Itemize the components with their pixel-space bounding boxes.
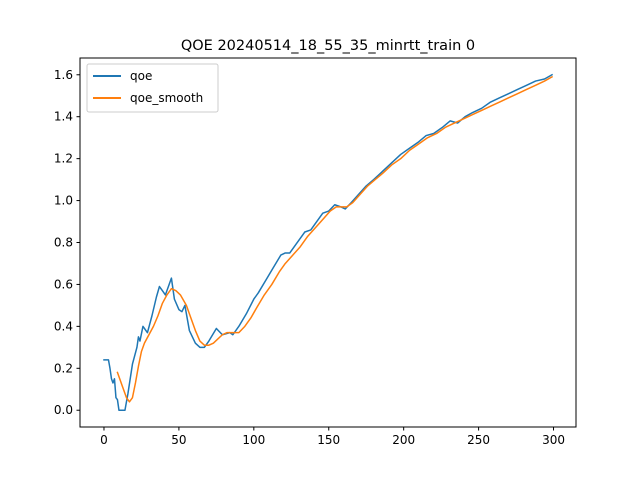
x-tick-label: 0 (100, 433, 108, 447)
x-tick-label: 50 (171, 433, 186, 447)
y-tick-label: 1.6 (54, 68, 73, 82)
y-tick-label: 1.0 (54, 194, 73, 208)
y-tick-label: 1.2 (54, 152, 73, 166)
plot-series-group (103, 73, 554, 411)
y-tick-label: 0.6 (54, 277, 73, 291)
y-tick-label: 0.4 (54, 319, 73, 333)
y-tick-label: 0.8 (54, 236, 73, 250)
y-axis: 0.0 0.2 0.4 0.6 0.8 1.0 1.2 1.4 1.6 (54, 68, 80, 417)
legend-label-qoe: qoe (130, 69, 152, 83)
x-tick-label: 100 (242, 433, 265, 447)
x-tick-label: 200 (392, 433, 415, 447)
x-tick-label: 150 (317, 433, 340, 447)
y-tick-label: 0.0 (54, 403, 73, 417)
series-line-qoe-smooth (116, 75, 554, 403)
x-tick-label: 250 (467, 433, 490, 447)
legend: qoe qoe_smooth (86, 63, 219, 113)
plot-area-frame (79, 57, 577, 428)
y-tick-label: 1.4 (54, 110, 73, 124)
chart-title: QOE 20240514_18_55_35_minrtt_train 0 (181, 38, 475, 54)
legend-label-qoe-smooth: qoe_smooth (130, 91, 203, 105)
x-tick-label: 300 (542, 433, 565, 447)
series-line-qoe (103, 73, 554, 411)
x-axis: 0 50 100 150 200 250 300 (100, 427, 565, 447)
y-tick-label: 0.2 (54, 361, 73, 375)
